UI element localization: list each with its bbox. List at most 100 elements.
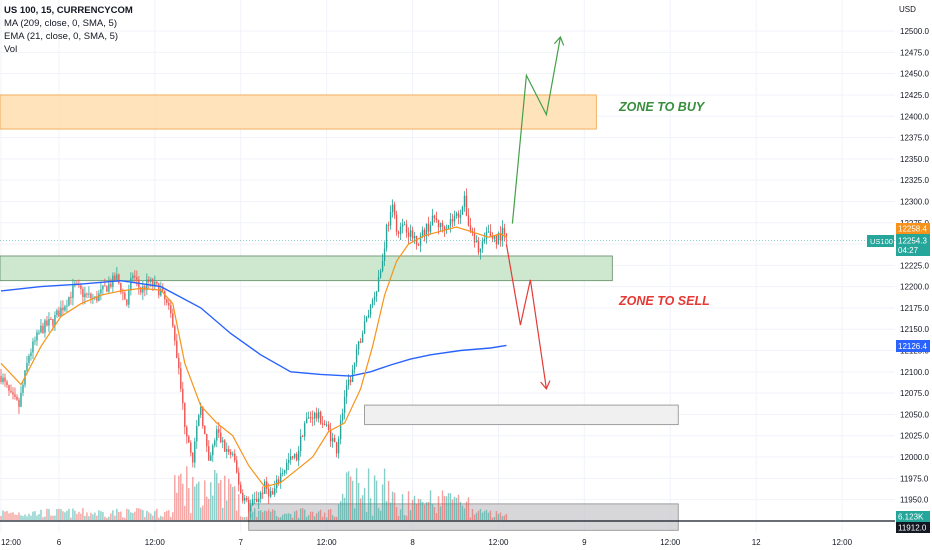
projection-arrows[interactable] <box>505 35 565 391</box>
candle-body <box>373 296 376 301</box>
candle-body <box>66 305 68 307</box>
volume-bar <box>76 513 78 520</box>
candle-body <box>293 454 296 458</box>
volume-bar <box>90 512 92 520</box>
candle-body <box>244 498 246 501</box>
volume-bar <box>228 478 230 520</box>
volume-bar <box>411 499 414 520</box>
volume-bar <box>505 513 508 520</box>
buy-zone <box>0 94 597 130</box>
candle-body <box>6 381 8 386</box>
time-tick-label: 12:00 <box>1 538 22 547</box>
candle-body <box>84 293 86 298</box>
candle-body <box>423 229 426 237</box>
volume-bar <box>421 501 424 520</box>
candle-body <box>206 434 208 447</box>
volume-bar <box>14 514 16 520</box>
volume-bar <box>258 510 260 520</box>
volume-bar <box>128 509 130 520</box>
volume-bar <box>281 514 284 520</box>
volume-bar <box>343 497 346 520</box>
volume-bar <box>80 513 82 520</box>
volume-bar <box>146 510 148 520</box>
svg-text:12258.4: 12258.4 <box>898 225 927 234</box>
zone-to-sell-label: ZONE TO SELL <box>618 294 710 308</box>
candle-body <box>505 234 508 237</box>
candle-body <box>28 355 30 364</box>
candle-body <box>413 235 416 239</box>
candle-body <box>297 450 300 461</box>
candle-body <box>365 316 368 322</box>
candle-body <box>170 305 172 314</box>
volume-bar <box>262 512 264 520</box>
ma-legend[interactable]: MA (209, close, 0, SMA, 5) <box>4 18 117 29</box>
candle-body <box>429 225 432 232</box>
price-zones[interactable] <box>0 94 679 531</box>
volume-bar <box>196 483 198 520</box>
volume-bar <box>387 481 390 520</box>
candle-body <box>453 215 456 222</box>
candle-body <box>497 232 500 245</box>
volume-legend[interactable]: Vol <box>4 44 18 55</box>
candle-body <box>34 340 36 342</box>
volume-bar <box>335 516 338 520</box>
volume-bar <box>487 512 490 520</box>
volume-badge: 6.123K <box>896 511 930 522</box>
volume-bar <box>86 512 88 520</box>
candle-body <box>108 283 110 292</box>
volume-bar <box>2 510 4 520</box>
volume-bar <box>40 509 42 520</box>
candle-body <box>277 479 280 483</box>
volume-bar <box>56 509 58 520</box>
volume-bar <box>102 511 104 520</box>
candle-body <box>36 332 38 341</box>
volume-bar <box>4 511 6 520</box>
candle-body <box>455 213 458 216</box>
ema-legend[interactable]: EMA (21, close, 0, SMA, 5) <box>4 31 119 42</box>
volume-bar <box>126 508 128 520</box>
candle-body <box>305 418 308 424</box>
candle-body <box>285 462 288 471</box>
volume-bar <box>423 504 426 520</box>
ma-price-badge: 12126.4 <box>896 340 930 352</box>
time-axis[interactable]: 12:00 6 12:00 7 12:00 8 12:00 9 12:00 12 12:00 <box>1 538 853 547</box>
candle-body <box>56 310 58 316</box>
volume-bar <box>467 497 470 520</box>
candle-body <box>391 204 394 212</box>
volume-bar <box>483 511 486 520</box>
volume-bar <box>403 514 406 520</box>
volume-bar <box>184 505 186 520</box>
candle-body <box>88 293 90 295</box>
bar-countdown: 04:27 <box>898 246 919 255</box>
candle-body <box>481 241 484 249</box>
candle-body <box>72 285 74 298</box>
candle-body <box>369 305 372 315</box>
candle-body <box>218 429 220 433</box>
volume-bar <box>54 515 56 520</box>
candle-body <box>122 292 124 294</box>
volume-bar <box>58 508 60 520</box>
volume-bar <box>92 514 94 520</box>
candle-body <box>230 452 232 455</box>
candle-body <box>140 287 142 293</box>
candle-body <box>118 274 120 284</box>
volume-bar <box>254 508 256 520</box>
volume-bar <box>84 516 86 520</box>
volume-bar <box>295 510 298 520</box>
volume-bar <box>232 487 234 520</box>
time-tick-label: 12:00 <box>660 538 681 547</box>
volume-bar <box>116 508 118 520</box>
candle-body <box>268 488 270 497</box>
volume-bar <box>445 496 448 520</box>
candle-body <box>200 406 202 416</box>
volume-bar <box>30 515 32 520</box>
time-tick-label: 12 <box>752 538 761 547</box>
price-axis[interactable]: 12500.0 12475.0 12450.0 12425.0 12400.0 12375… <box>900 27 929 526</box>
volume-bar <box>70 517 72 520</box>
volume-bar <box>150 513 152 520</box>
candle-body <box>371 300 374 306</box>
candle-body <box>477 240 480 253</box>
volume-bar <box>20 515 22 520</box>
volume-bar <box>164 512 166 520</box>
